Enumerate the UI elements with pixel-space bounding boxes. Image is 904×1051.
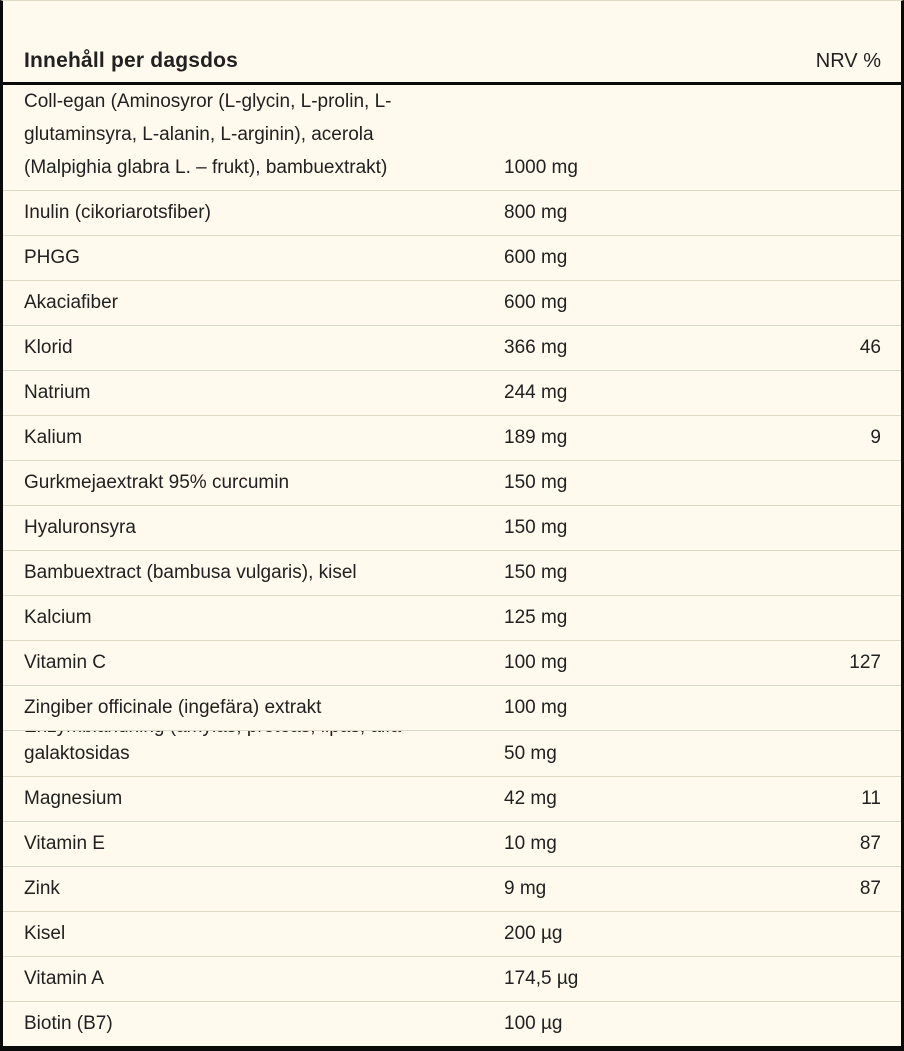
amount-cell: 1000 mg	[479, 83, 765, 191]
amount-cell: 189 mg	[479, 415, 765, 461]
table-header: Innehåll per dagsdos NRV %	[3, 1, 901, 85]
ingredient-name-cell: Bambuextract (bambusa vulgaris), kisel	[3, 550, 479, 596]
ingredient-name-text: galaktosidas	[24, 743, 130, 764]
ingredient-name-cell: PHGG	[3, 235, 479, 281]
amount-cell: 174,5 µg	[479, 956, 765, 1002]
amount-cell: 150 mg	[479, 505, 765, 551]
table-row: Vitamin E 10 mg 87	[3, 821, 901, 867]
amount-cell: 200 µg	[479, 911, 765, 957]
table-row: Akaciafiber 600 mg	[3, 280, 901, 326]
nrv-cell	[765, 550, 901, 596]
nrv-cell	[765, 1001, 901, 1046]
nrv-cell	[765, 235, 901, 281]
amount-cell: 600 mg	[479, 235, 765, 281]
table-row: Zink 9 mg 87	[3, 866, 901, 912]
amount-cell: 244 mg	[479, 370, 765, 416]
table-header-row: Innehåll per dagsdos NRV %	[3, 1, 901, 85]
ingredient-name-cell: Vitamin E	[3, 821, 479, 867]
ingredient-name-cell: Magnesium	[3, 776, 479, 822]
table-row: Hyaluronsyra 150 mg	[3, 505, 901, 551]
nrv-cell	[765, 730, 901, 777]
nrv-cell: 46	[765, 325, 901, 371]
table-body: Coll-egan (Aminosyror (L-glycin, L-proli…	[3, 83, 901, 1046]
amount-cell: 125 mg	[479, 595, 765, 641]
column-header-amount	[479, 1, 765, 85]
nrv-cell: 11	[765, 776, 901, 822]
nrv-cell	[765, 370, 901, 416]
amount-cell: 800 mg	[479, 190, 765, 236]
amount-cell: 100 mg	[479, 685, 765, 731]
table-row: PHGG 600 mg	[3, 235, 901, 281]
table-row: Coll-egan (Aminosyror (L-glycin, L-proli…	[3, 83, 901, 191]
nrv-cell: 127	[765, 640, 901, 686]
amount-cell: 10 mg	[479, 821, 765, 867]
column-header-nrv: NRV %	[765, 1, 901, 85]
nrv-cell	[765, 190, 901, 236]
table-row: Natrium 244 mg	[3, 370, 901, 416]
nrv-cell	[765, 595, 901, 641]
table-row: Kisel 200 µg	[3, 911, 901, 957]
table-row: Kalcium 125 mg	[3, 595, 901, 641]
amount-cell: 100 µg	[479, 1001, 765, 1046]
amount-cell: 150 mg	[479, 460, 765, 506]
nrv-cell: 9	[765, 415, 901, 461]
nutrition-table: Innehåll per dagsdos NRV % Coll-egan (Am…	[3, 1, 901, 1046]
amount-cell: 150 mg	[479, 550, 765, 596]
ingredient-name-cell: Zink	[3, 866, 479, 912]
nrv-cell	[765, 505, 901, 551]
ingredient-name-cell: Klorid	[3, 325, 479, 371]
nrv-cell: 87	[765, 821, 901, 867]
table-row: Magnesium 42 mg 11	[3, 776, 901, 822]
ingredient-name-cell: Biotin (B7)	[3, 1001, 479, 1046]
nrv-cell: 87	[765, 866, 901, 912]
nrv-cell	[765, 911, 901, 957]
ingredient-name-cell: Hyaluronsyra	[3, 505, 479, 551]
clipped-text-line: Enzymblandning (amylas, proteas, lipas, …	[24, 732, 479, 738]
nrv-cell	[765, 83, 901, 191]
amount-cell: 600 mg	[479, 280, 765, 326]
table-row: Kalium 189 mg 9	[3, 415, 901, 461]
nrv-cell	[765, 956, 901, 1002]
amount-cell: 366 mg	[479, 325, 765, 371]
ingredient-name-cell: Vitamin A	[3, 956, 479, 1002]
ingredient-name-cell: Kalium	[3, 415, 479, 461]
amount-cell: 42 mg	[479, 776, 765, 822]
table-row: Vitamin C 100 mg 127	[3, 640, 901, 686]
ingredient-name-cell: Coll-egan (Aminosyror (L-glycin, L-proli…	[3, 83, 479, 191]
amount-cell: 100 mg	[479, 640, 765, 686]
table-row: Enzymblandning (amylas, proteas, lipas, …	[3, 730, 901, 777]
table-row: Biotin (B7) 100 µg	[3, 1001, 901, 1046]
table-row: Inulin (cikoriarotsfiber) 800 mg	[3, 190, 901, 236]
ingredient-name-cell: Zingiber officinale (ingefära) extrakt	[3, 685, 479, 731]
ingredient-name-cell: Natrium	[3, 370, 479, 416]
clipped-text-content: Enzymblandning (amylas, proteas, lipas, …	[24, 732, 479, 738]
ingredient-name-cell: Kisel	[3, 911, 479, 957]
table-row: Bambuextract (bambusa vulgaris), kisel 15…	[3, 550, 901, 596]
table-row: Gurkmejaextrakt 95% curcumin 150 mg	[3, 460, 901, 506]
amount-cell: 50 mg	[479, 730, 765, 777]
nrv-cell	[765, 460, 901, 506]
table-row: Zingiber officinale (ingefära) extrakt 10…	[3, 685, 901, 731]
column-header-name: Innehåll per dagsdos	[3, 1, 479, 85]
ingredient-name-cell: Akaciafiber	[3, 280, 479, 326]
ingredient-name-cell: Kalcium	[3, 595, 479, 641]
ingredient-name-cell: Vitamin C	[3, 640, 479, 686]
ingredient-name-cell: Gurkmejaextrakt 95% curcumin	[3, 460, 479, 506]
table-row: Klorid 366 mg 46	[3, 325, 901, 371]
nrv-cell	[765, 280, 901, 326]
ingredient-name-cell: Inulin (cikoriarotsfiber)	[3, 190, 479, 236]
ingredient-name-cell: Enzymblandning (amylas, proteas, lipas, …	[3, 730, 479, 777]
amount-cell: 9 mg	[479, 866, 765, 912]
nrv-cell	[765, 685, 901, 731]
table-row: Vitamin A 174,5 µg	[3, 956, 901, 1002]
